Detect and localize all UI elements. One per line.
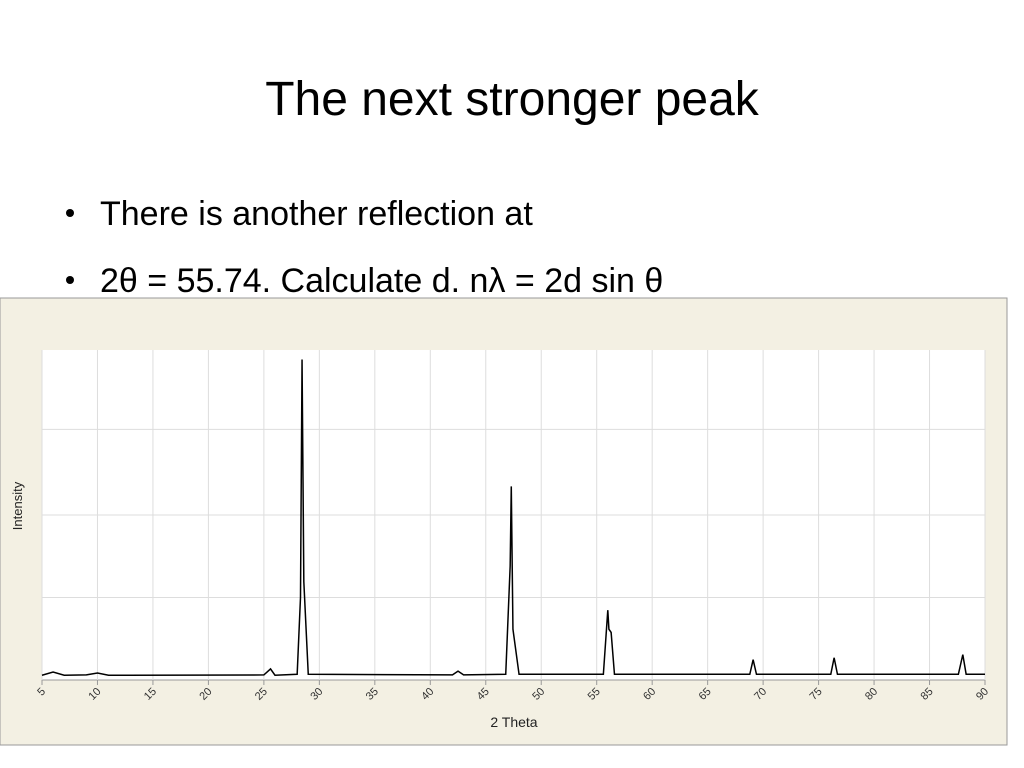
spectrum-line bbox=[41, 359, 985, 677]
bullet bbox=[66, 209, 74, 217]
slide-title: The next stronger peak bbox=[265, 73, 760, 126]
y-axis-label: Intensity bbox=[10, 481, 25, 530]
bullet bbox=[66, 276, 74, 284]
bullet-text: 2θ = 55.74. Calculate d. nλ = 2d sin θ bbox=[100, 262, 663, 300]
bullet-text: There is another reflection at bbox=[100, 195, 533, 233]
x-axis-label: 2 Theta bbox=[490, 714, 537, 730]
